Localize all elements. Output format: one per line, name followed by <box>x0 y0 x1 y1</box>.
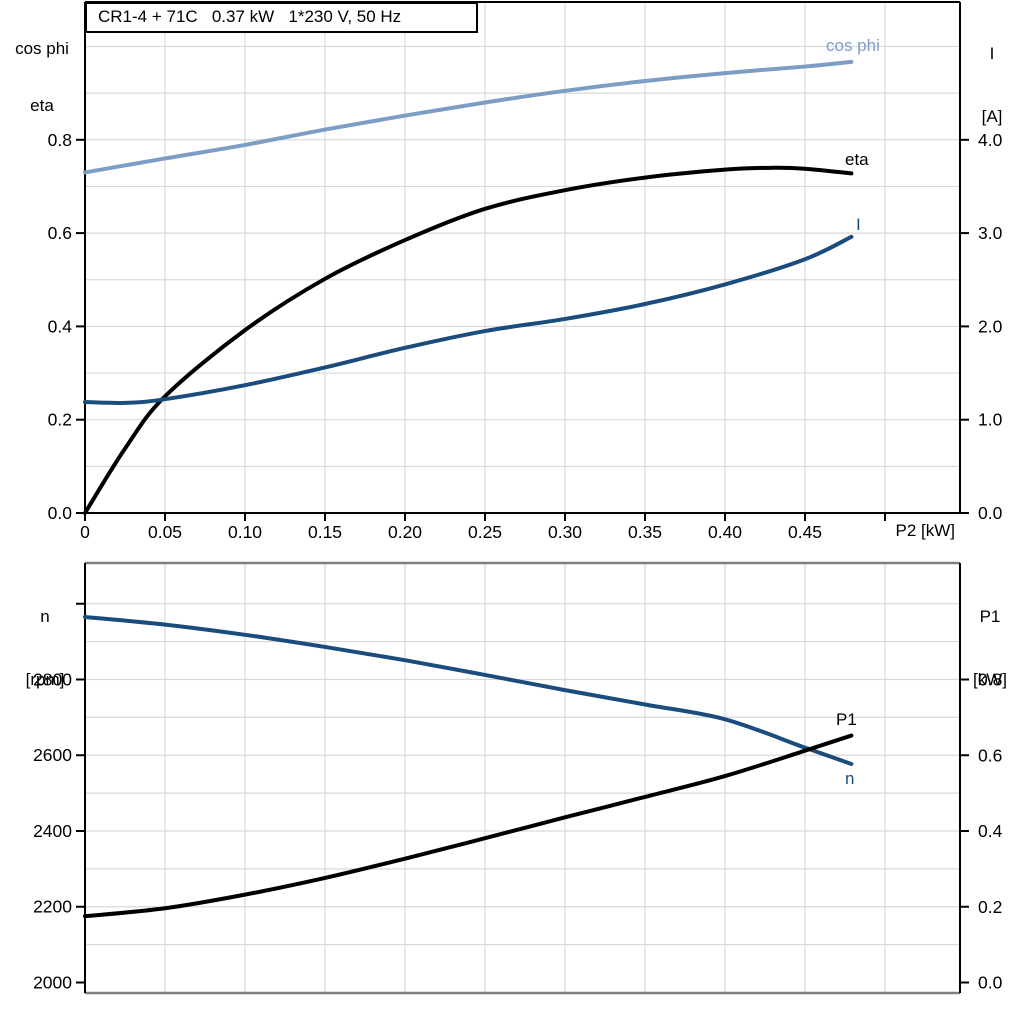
right-tick-label: 0.8 <box>978 670 1002 690</box>
chart-title-box: CR1-4 + 71C 0.37 kW 1*230 V, 50 Hz <box>85 2 478 33</box>
right-tick-label: 4.0 <box>978 130 1003 150</box>
curve-n <box>83 615 854 766</box>
right-tick-label: 0.4 <box>978 821 1003 841</box>
right-axis-title-bottom-chart: P1 [kW] <box>960 564 1020 732</box>
left-tick-label: 2000 <box>33 973 72 993</box>
cos-phi-axis-label: cos phi <box>15 39 69 58</box>
x-tick-label: 0.35 <box>628 522 662 542</box>
x-tick-label: 0.05 <box>148 522 182 542</box>
speed-axis-label: n <box>40 607 50 626</box>
current-curve-label: I <box>856 215 861 234</box>
left-tick-label: 0.0 <box>48 503 73 523</box>
left-tick-label: 0.8 <box>48 130 72 150</box>
curve-eta <box>83 165 854 515</box>
x-tick-label: 0.25 <box>468 522 502 542</box>
right-tick-label: 0.0 <box>978 973 1003 993</box>
x-tick-label: 0.40 <box>708 522 742 542</box>
speed-curve-label: n <box>845 769 855 788</box>
x-tick-label: 0.30 <box>548 522 582 542</box>
right-tick-label: 3.0 <box>978 223 1003 243</box>
p1-curve-label: P1 <box>836 710 857 729</box>
curve-i <box>83 234 854 406</box>
right-tick-label: 1.0 <box>978 410 1003 430</box>
right-tick-label: 0.6 <box>978 745 1002 765</box>
eta-curve-label: eta <box>845 150 869 169</box>
p1-axis-label: P1 <box>979 607 1001 626</box>
eta-axis-label: eta <box>30 96 54 115</box>
p1-unit-label: [kW] <box>973 670 1007 689</box>
right-tick-label: 0.2 <box>978 897 1002 917</box>
x-tick-label: 0.45 <box>788 522 822 542</box>
left-tick-label: 2600 <box>33 745 72 765</box>
left-tick-label: 2200 <box>33 897 72 917</box>
current-unit-label: [A] <box>981 107 1003 126</box>
cos-phi-curve-label: cos phi <box>826 36 880 55</box>
left-tick-label: 2800 <box>33 669 72 689</box>
curve-cos-phi <box>83 59 854 175</box>
left-tick-label: 0.4 <box>48 316 73 336</box>
x-tick-label: 0.10 <box>228 522 262 542</box>
left-axis-title-bottom-chart: n [rpm] <box>10 564 80 732</box>
x-tick-label: 0.20 <box>388 522 422 542</box>
x-axis-title: P2 [kW] <box>895 521 955 540</box>
left-axis-title-top-chart: cos phi eta <box>6 1 78 153</box>
right-axis-title-top-chart: I [A] <box>963 1 1021 169</box>
left-tick-label: 2400 <box>33 821 72 841</box>
current-axis-label: I <box>989 44 995 63</box>
curve-p1 <box>83 733 854 919</box>
right-tick-label: 2.0 <box>978 316 1003 336</box>
x-tick-label: 0.15 <box>308 522 342 542</box>
speed-unit-label: [rpm] <box>25 670 65 689</box>
right-tick-label: 0.0 <box>978 503 1003 523</box>
x-tick-label: 0 <box>80 522 90 542</box>
left-tick-label: 0.2 <box>48 410 72 430</box>
left-tick-label: 0.6 <box>48 223 72 243</box>
